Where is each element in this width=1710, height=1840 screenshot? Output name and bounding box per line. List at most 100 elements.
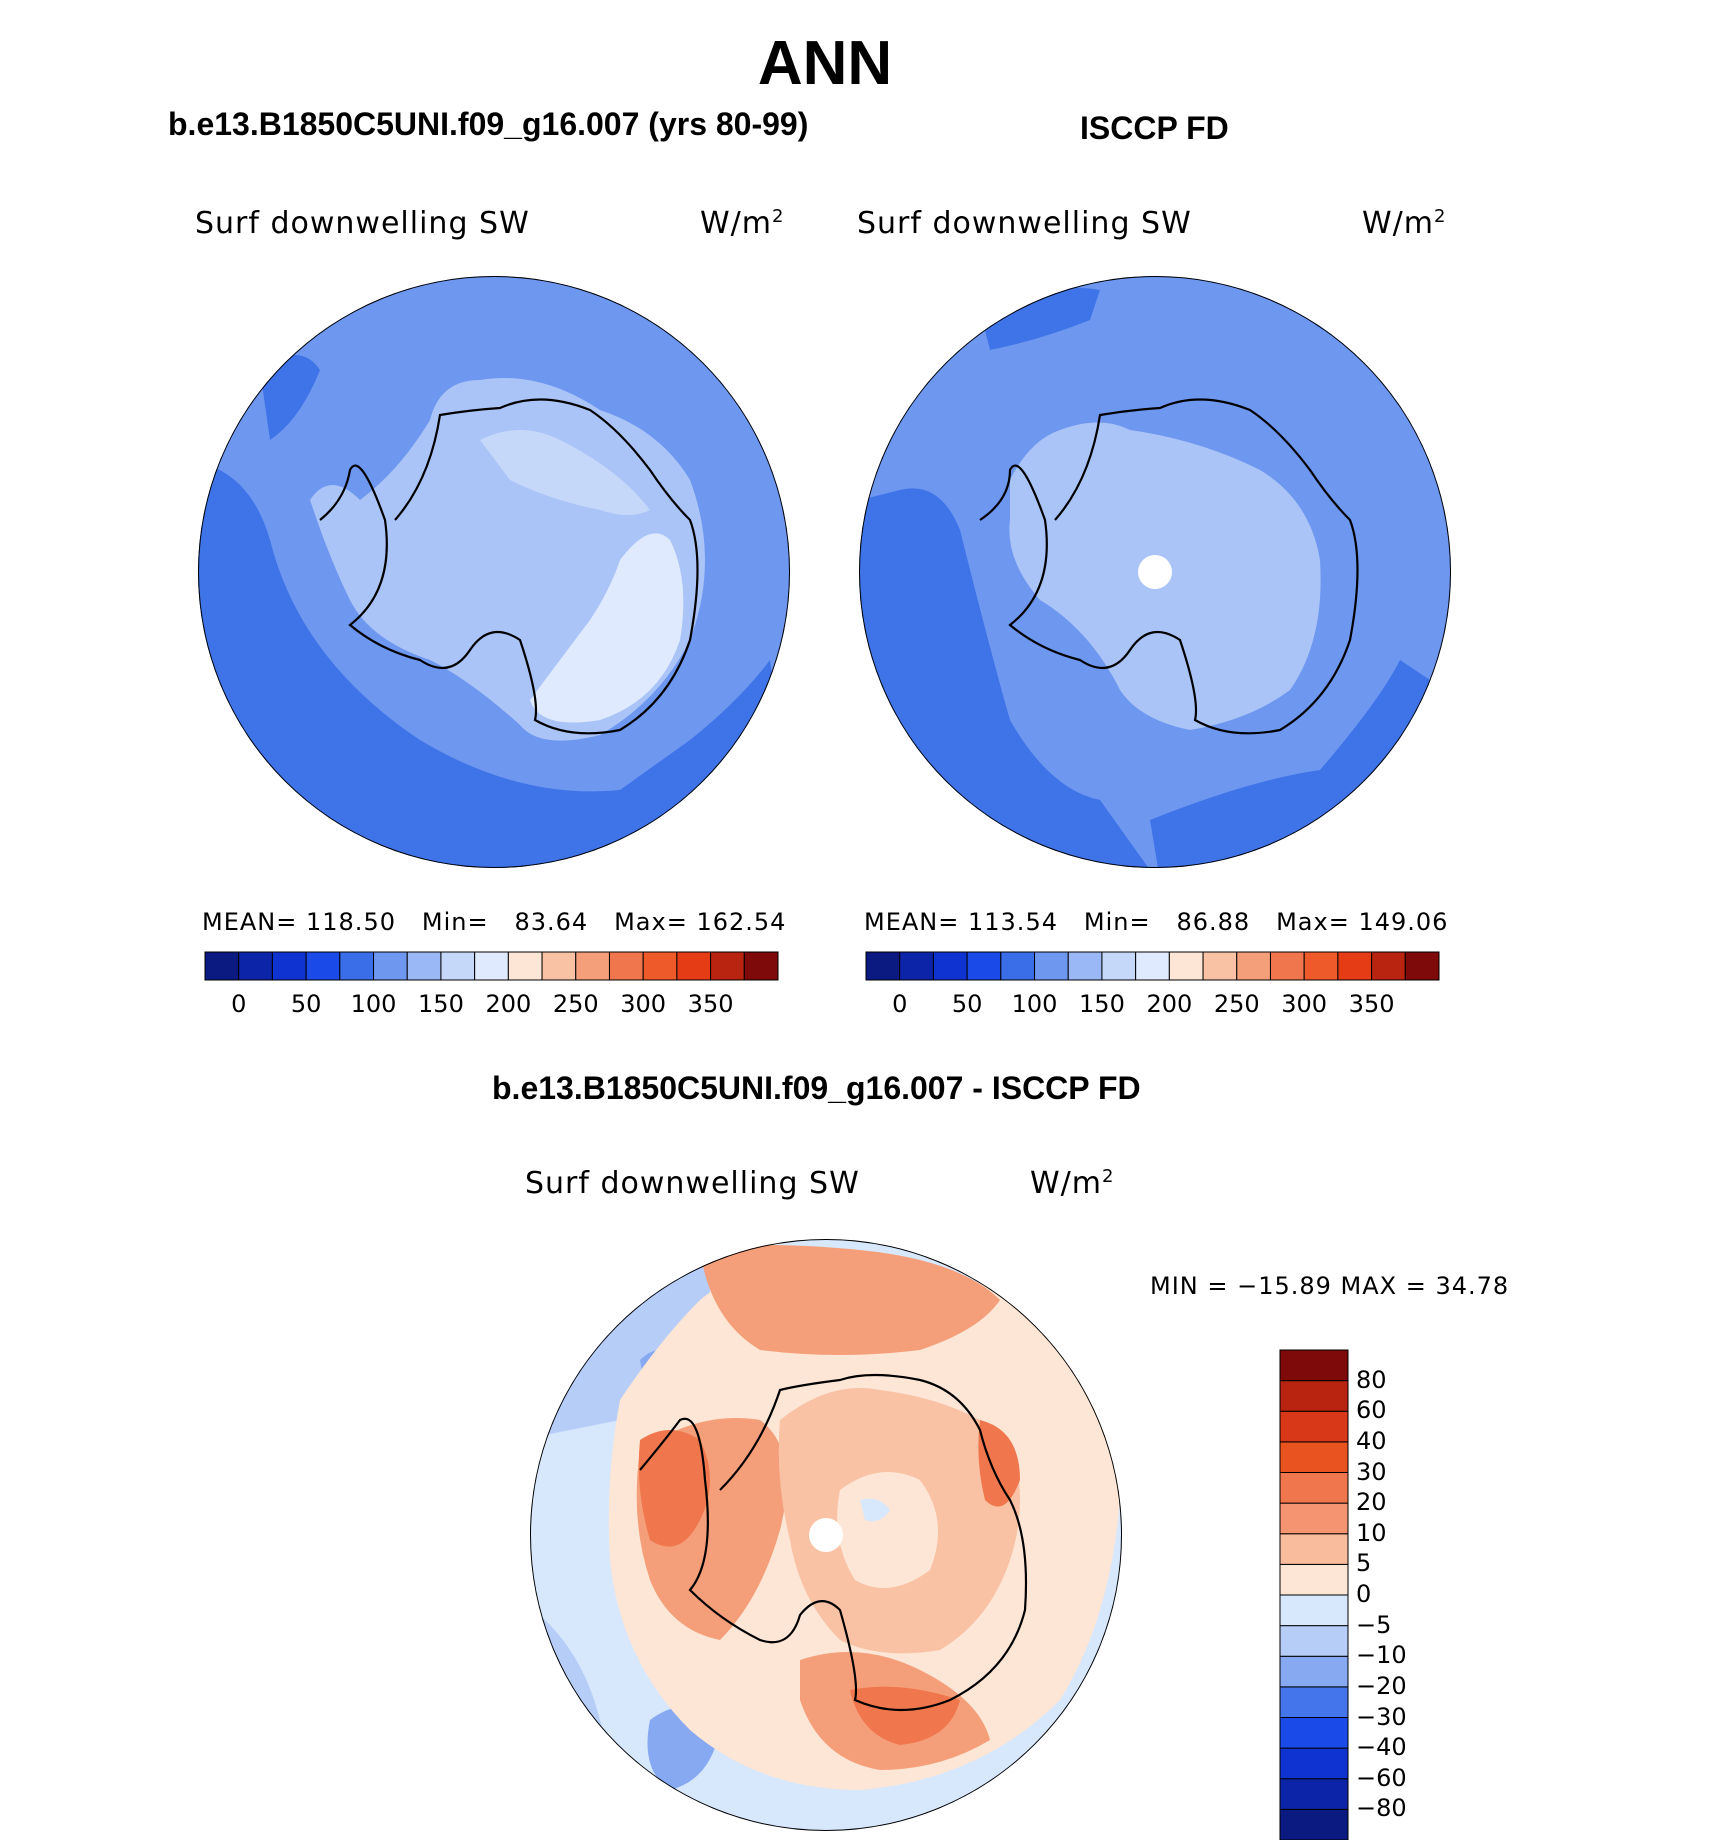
diff-colorbar-tick-label: −60: [1356, 1763, 1407, 1792]
diff-colorbar-swatch: [1279, 1778, 1349, 1810]
diff-colorbar-swatch: [1279, 1747, 1349, 1780]
obs-colorbar-tick-label: 250: [1213, 990, 1260, 1018]
obs-stats: MEAN= 113.54 Min= 86.88 Max= 149.06: [864, 908, 1449, 936]
obs-map: [859, 276, 1451, 868]
obs-colorbar-tick-label: 200: [1146, 990, 1193, 1018]
obs-colorbar-swatch: [1101, 951, 1137, 981]
model-map: [198, 276, 790, 868]
model-colorbar-swatch: [339, 951, 375, 981]
diff-colorbar-tick-label: 10: [1356, 1518, 1387, 1547]
model-units-label: W/m2: [700, 206, 785, 241]
model-colorbar-swatch: [642, 951, 678, 981]
model-colorbar-swatch: [406, 951, 442, 981]
obs-colorbar-swatch: [1371, 951, 1406, 981]
model-colorbar-swatch: [238, 951, 273, 981]
diff-colorbar-swatch: [1279, 1655, 1349, 1688]
obs-colorbar-swatch: [1168, 951, 1204, 981]
model-colorbar-swatch: [305, 951, 341, 981]
obs-colorbar-swatch: [865, 951, 901, 981]
diff-colorbar-tick-label: −80: [1356, 1794, 1407, 1823]
model-colorbar-swatch: [507, 951, 543, 981]
model-variable-label: Surf downwelling SW: [195, 206, 530, 241]
obs-colorbar-swatch: [1337, 951, 1373, 981]
diff-colorbar-tick-label: 80: [1356, 1365, 1387, 1394]
diff-colorbar-tick-label: 0: [1356, 1580, 1372, 1608]
obs-colorbar-swatch: [1303, 951, 1339, 981]
model-colorbar-swatch: [541, 951, 577, 981]
diff-panel-heading: b.e13.B1850C5UNI.f09_g16.007 - ISCCP FD: [492, 1070, 1141, 1106]
obs-colorbar-swatch: [1000, 951, 1036, 981]
obs-colorbar-swatch: [932, 951, 968, 981]
obs-colorbar-tick-label: 150: [1079, 990, 1125, 1018]
model-colorbar-swatch: [271, 951, 307, 981]
model-colorbar-swatch: [373, 951, 408, 981]
obs-units-label: W/m2: [1362, 206, 1447, 241]
obs-colorbar-swatch: [899, 951, 934, 981]
model-colorbar-tick-label: 300: [620, 990, 667, 1018]
obs-colorbar-swatch: [966, 951, 1002, 981]
diff-colorbar-tick-label: 20: [1356, 1488, 1387, 1517]
model-colorbar-swatch: [676, 951, 712, 981]
diff-colorbar-swatch: [1279, 1808, 1349, 1840]
model-colorbar-swatch: [440, 951, 476, 981]
model-colorbar-swatch: [743, 951, 779, 981]
diff-variable-label: Surf downwelling SW: [525, 1166, 860, 1201]
diff-colorbar-swatch: [1279, 1380, 1349, 1412]
diff-colorbar-tick-label: 30: [1356, 1457, 1387, 1486]
obs-colorbar-swatch: [1067, 951, 1103, 981]
model-colorbar-tick-label: 100: [350, 990, 397, 1018]
model-colorbar-swatch: [710, 951, 745, 981]
model-colorbar-tick-label: 50: [290, 990, 322, 1018]
diff-colorbar-tick-label: −10: [1356, 1641, 1407, 1670]
diff-colorbar-swatch: [1279, 1686, 1349, 1718]
diff-colorbar-tick-label: −20: [1356, 1671, 1407, 1700]
obs-colorbar: [865, 951, 1440, 981]
diff-units-label: W/m2: [1030, 1166, 1115, 1201]
model-colorbar-swatch: [474, 951, 509, 981]
diff-colorbar: [1279, 1349, 1349, 1840]
figure-title: ANN: [757, 29, 893, 98]
diff-colorbar-swatch: [1279, 1410, 1349, 1443]
obs-colorbar-swatch: [1236, 951, 1271, 981]
model-colorbar-tick-label: 200: [485, 990, 532, 1018]
obs-colorbar-swatch: [1269, 951, 1305, 981]
diff-colorbar-tick-label: −30: [1356, 1702, 1407, 1731]
diff-colorbar-swatch: [1279, 1625, 1349, 1657]
diff-colorbar-tick-label: −5: [1356, 1610, 1392, 1639]
diff-colorbar-tick-label: 5: [1356, 1549, 1372, 1578]
model-colorbar-swatch: [575, 951, 610, 981]
obs-colorbar-tick-label: 300: [1281, 990, 1328, 1018]
obs-colorbar-swatch: [1034, 951, 1069, 981]
diff-colorbar-swatch: [1279, 1563, 1349, 1596]
diff-colorbar-swatch: [1279, 1502, 1349, 1535]
model-stats: MEAN= 118.50 Min= 83.64 Max= 162.54: [202, 908, 787, 936]
obs-variable-label: Surf downwelling SW: [857, 206, 1192, 241]
diff-colorbar-tick-label: 60: [1356, 1396, 1387, 1425]
obs-panel-heading: ISCCP FD: [1080, 110, 1229, 146]
model-panel-heading: b.e13.B1850C5UNI.f09_g16.007 (yrs 80-99): [168, 106, 809, 142]
model-colorbar-tick-label: 0: [231, 990, 247, 1018]
obs-colorbar-tick-label: 0: [892, 990, 908, 1018]
diff-map: [530, 1239, 1122, 1831]
obs-colorbar-tick-label: 350: [1348, 990, 1395, 1018]
obs-colorbar-tick-label: 50: [951, 990, 983, 1018]
diff-colorbar-tick-label: −40: [1356, 1733, 1407, 1762]
diff-colorbar-swatch: [1279, 1594, 1349, 1627]
diff-colorbar-swatch: [1279, 1533, 1349, 1565]
model-colorbar-swatch: [608, 951, 644, 981]
obs-colorbar-swatch: [1135, 951, 1170, 981]
model-colorbar: [204, 951, 779, 981]
diff-colorbar-tick-label: 40: [1356, 1426, 1387, 1455]
model-colorbar-tick-label: 250: [552, 990, 599, 1018]
obs-colorbar-swatch: [1404, 951, 1440, 981]
obs-colorbar-tick-label: 100: [1011, 990, 1058, 1018]
diff-colorbar-swatch: [1279, 1717, 1349, 1749]
model-colorbar-tick-label: 150: [418, 990, 464, 1018]
model-colorbar-tick-label: 350: [687, 990, 734, 1018]
diff-colorbar-swatch: [1279, 1349, 1349, 1382]
model-colorbar-swatch: [204, 951, 240, 981]
diff-colorbar-swatch: [1279, 1441, 1349, 1473]
diff-minmax: MIN = −15.89 MAX = 34.78: [1150, 1272, 1510, 1300]
diff-colorbar-swatch: [1279, 1472, 1349, 1504]
